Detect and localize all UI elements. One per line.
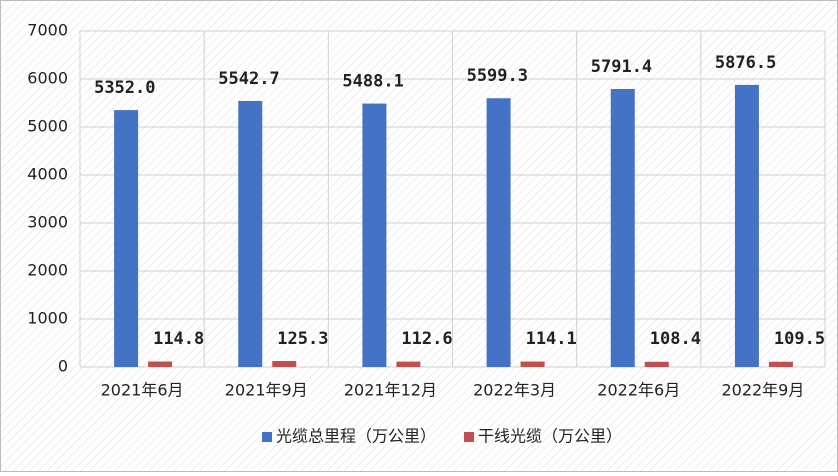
bar: [734, 84, 759, 367]
x-tick-label: 2022年3月: [473, 381, 556, 400]
x-tick-label: 2021年12月: [344, 381, 437, 400]
bar: [768, 361, 793, 367]
bar: [486, 98, 511, 368]
data-label: 125.3: [277, 329, 328, 349]
x-tick-label: 2021年6月: [101, 381, 184, 400]
bar: [362, 103, 387, 367]
legend-swatch: [262, 432, 272, 442]
y-tick-label: 6000: [27, 69, 68, 88]
bar: [272, 360, 297, 367]
data-label: 5488.1: [342, 72, 403, 92]
legend-label: 光缆总里程（万公里）: [276, 427, 436, 446]
bar: [396, 361, 421, 367]
data-label: 109.5: [774, 329, 825, 349]
y-tick-label: 7000: [27, 21, 68, 40]
y-tick-label: 0: [58, 357, 68, 376]
data-label: 112.6: [401, 329, 452, 349]
legend-swatch: [464, 432, 475, 442]
x-tick-label: 2022年6月: [597, 381, 680, 400]
data-label: 5791.4: [591, 57, 652, 77]
bar: [238, 100, 263, 367]
legend-label: 干线光缆（万公里）: [478, 427, 622, 446]
y-tick-label: 1000: [27, 309, 68, 328]
data-label: 114.1: [526, 329, 577, 349]
y-tick-label: 3000: [27, 213, 68, 232]
y-tick-label: 2000: [27, 261, 68, 280]
y-tick-label: 4000: [27, 165, 68, 184]
data-label: 5876.5: [715, 53, 776, 73]
data-label: 5352.0: [94, 78, 155, 98]
data-label: 5599.3: [467, 66, 528, 86]
data-label: 108.4: [650, 329, 701, 349]
data-label: 114.8: [153, 329, 204, 349]
bar: [148, 361, 173, 367]
bar: [520, 361, 545, 367]
bar: [610, 89, 635, 367]
bar: [644, 361, 669, 367]
data-label: 5542.7: [218, 69, 279, 89]
bar: [114, 110, 139, 367]
x-tick-label: 2021年9月: [225, 381, 308, 400]
y-tick-label: 5000: [27, 117, 68, 136]
x-tick-label: 2022年9月: [721, 381, 804, 400]
